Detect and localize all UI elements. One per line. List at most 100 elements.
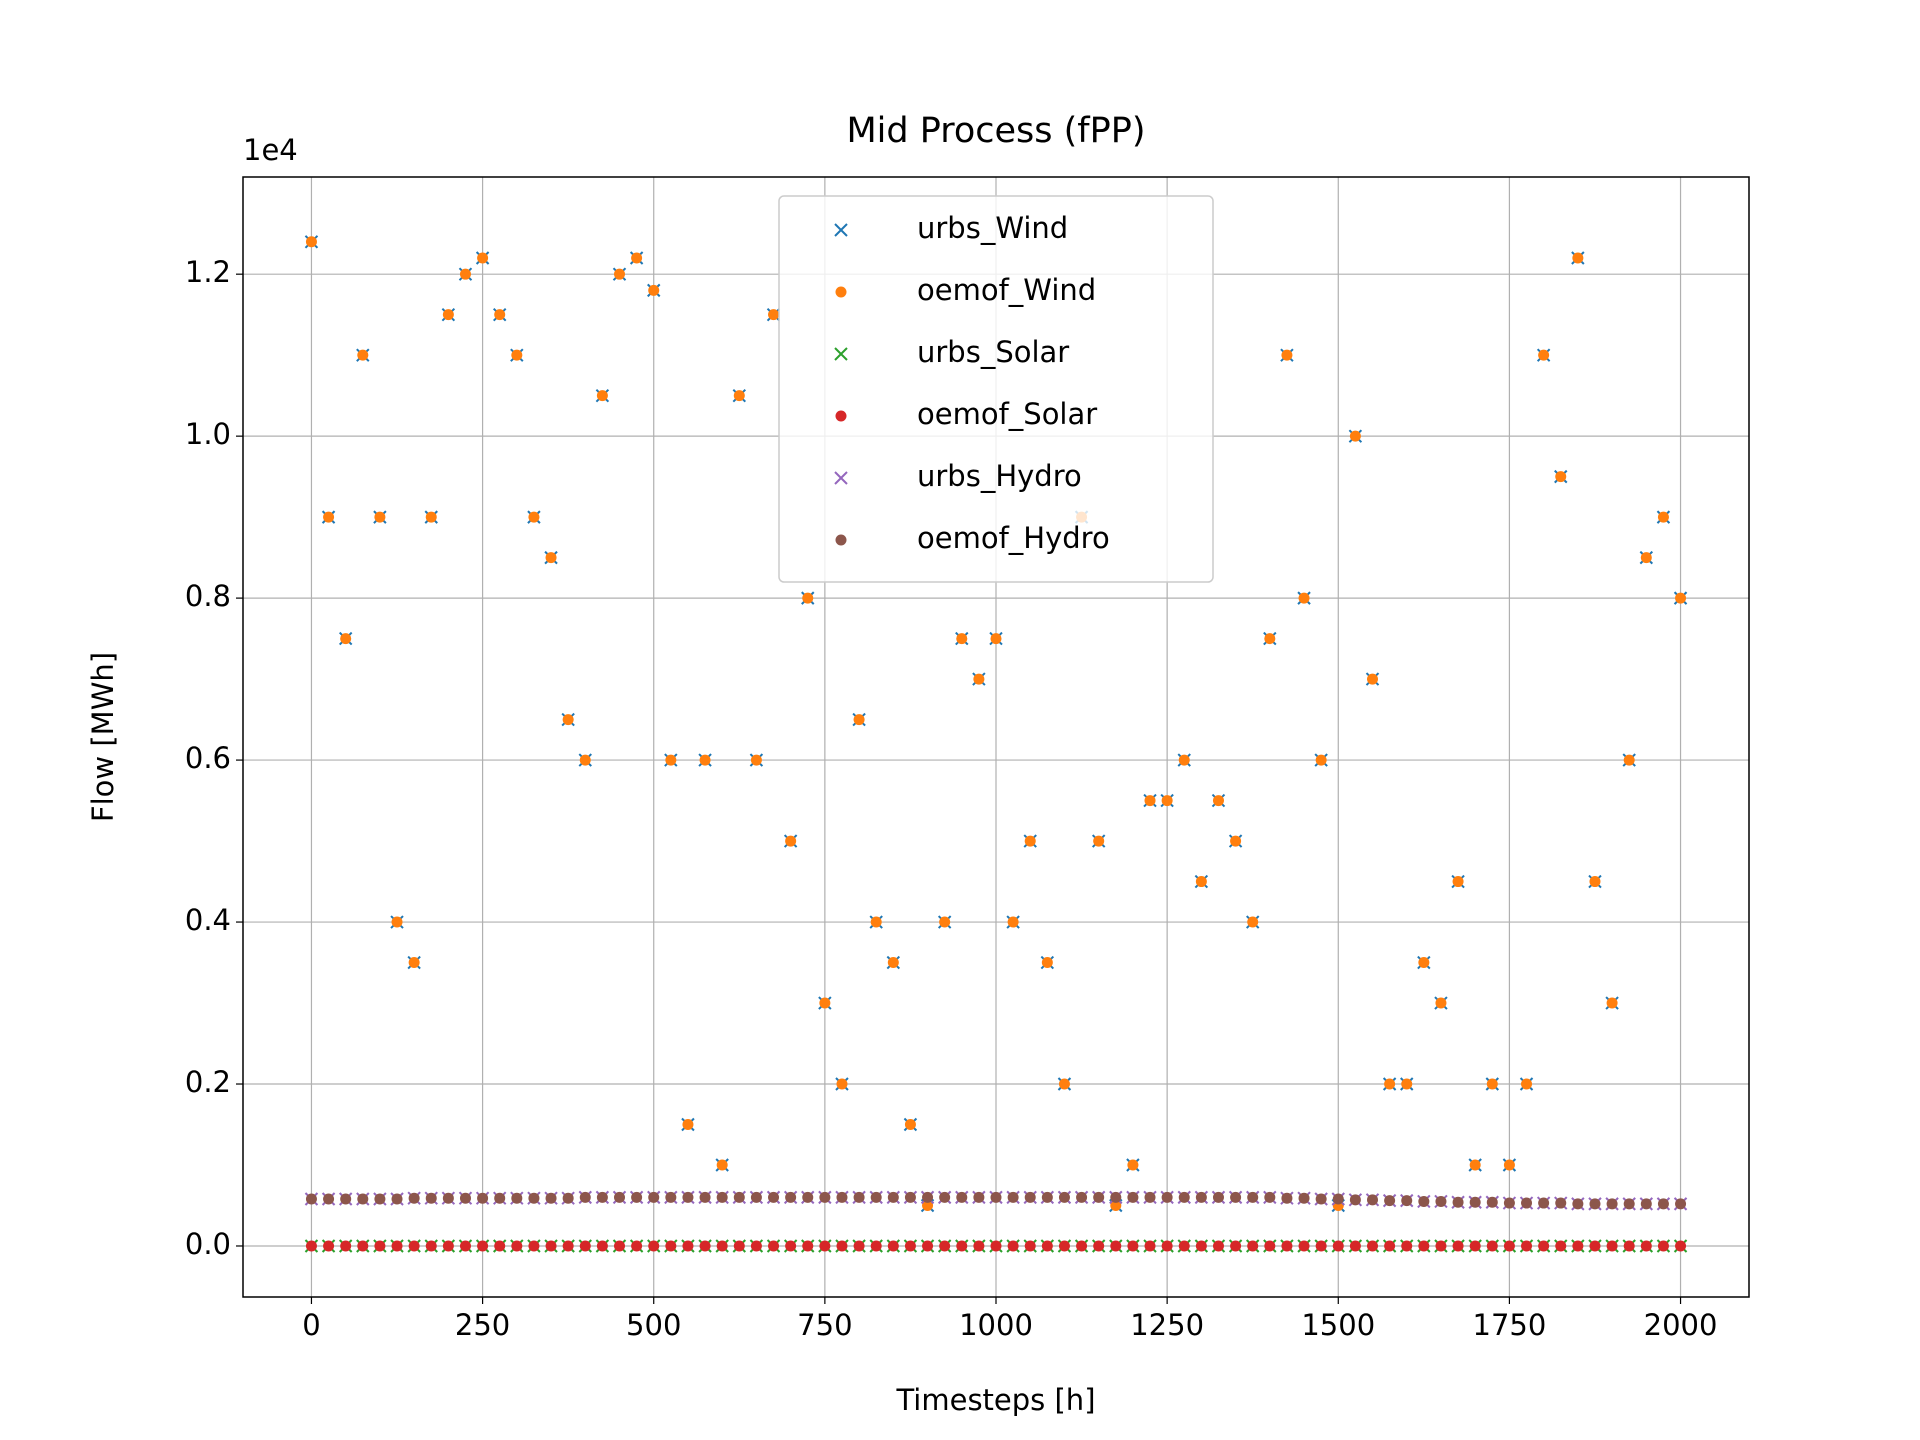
dot-marker (1212, 1240, 1224, 1252)
dot-marker (1367, 1194, 1378, 1206)
dot-marker (1384, 1240, 1396, 1252)
dot-marker (1349, 430, 1361, 442)
dot-marker (1538, 1240, 1550, 1252)
dot-marker (1623, 1198, 1635, 1210)
dot-marker (1127, 1159, 1139, 1171)
dot-marker (1538, 1197, 1550, 1209)
dot-marker (1161, 1191, 1173, 1203)
dot-marker (836, 1240, 848, 1252)
dot-marker (648, 1240, 660, 1252)
dot-marker (374, 511, 386, 523)
dot-marker (1657, 511, 1669, 523)
dot-marker (1469, 1196, 1481, 1208)
dot-marker (1675, 1240, 1687, 1252)
dot-marker (1127, 1191, 1139, 1203)
dot-marker (631, 252, 643, 264)
dot-marker (596, 1191, 608, 1203)
dot-marker (562, 714, 574, 726)
dot-marker (340, 1193, 352, 1205)
dot-marker (1024, 1191, 1036, 1203)
dot-marker (1486, 1196, 1498, 1208)
dot-marker (1178, 1240, 1190, 1252)
dot-marker (374, 1193, 386, 1205)
dot-marker (477, 252, 489, 264)
dot-marker (853, 1240, 865, 1252)
dot-marker (1110, 1191, 1122, 1203)
dot-marker (323, 1193, 335, 1205)
dot-marker (1503, 1159, 1515, 1171)
x-tick-label: 1250 (1130, 1308, 1204, 1342)
x-tick-label: 500 (626, 1308, 681, 1342)
dot-marker (682, 1191, 694, 1203)
dot-marker (1041, 957, 1053, 969)
dot-marker (1230, 1240, 1242, 1252)
dot-marker (870, 1191, 882, 1203)
dot-marker (1384, 1195, 1396, 1207)
dot-marker (922, 1199, 934, 1211)
dot-marker (802, 1240, 814, 1252)
series (305, 1191, 1687, 1210)
dot-marker (579, 754, 591, 766)
dot-marker (1623, 754, 1635, 766)
dot-marker (1640, 552, 1652, 564)
dot-marker (1076, 1191, 1088, 1203)
dot-marker (1675, 592, 1687, 604)
dot-marker (1195, 876, 1207, 888)
dot-marker (733, 1191, 745, 1203)
dot-marker (1093, 1240, 1105, 1252)
y-tick-label: 0.0 (185, 1227, 231, 1261)
dot-marker (631, 1240, 643, 1252)
dot-marker (802, 592, 814, 604)
dot-marker (836, 1191, 848, 1203)
dot-marker (1521, 1078, 1533, 1090)
dot-marker (425, 1192, 437, 1204)
x-tick-label: 0 (302, 1308, 320, 1342)
dot-marker (323, 511, 335, 523)
dot-marker (682, 1119, 694, 1131)
dot-marker (802, 1191, 814, 1203)
legend-label: oemof_Hydro (917, 521, 1110, 555)
dot-marker (904, 1240, 916, 1252)
dot-marker (1469, 1159, 1481, 1171)
dot-marker (442, 309, 454, 321)
dot-marker (357, 1193, 369, 1205)
dot-marker (922, 1191, 934, 1203)
dot-marker (1212, 1191, 1224, 1203)
dot-marker (819, 1240, 831, 1252)
dot-marker (631, 1191, 643, 1203)
dot-marker (665, 1240, 677, 1252)
dot-marker (750, 1240, 762, 1252)
dot-marker (785, 1191, 797, 1203)
dot-marker (545, 552, 557, 564)
dot-marker (1281, 349, 1293, 361)
dot-marker (990, 1240, 1002, 1252)
dot-marker (1367, 673, 1378, 685)
dot-marker (1589, 1240, 1601, 1252)
dot-marker (1007, 916, 1019, 928)
dot-marker (1640, 1240, 1652, 1252)
dot-marker (1401, 1240, 1413, 1252)
dot-marker (1041, 1191, 1053, 1203)
dot-marker (477, 1240, 489, 1252)
dot-marker (511, 1240, 523, 1252)
dot-marker (887, 1240, 899, 1252)
dot-marker (408, 957, 420, 969)
dot-marker (1572, 252, 1584, 264)
dot-marker (956, 1191, 968, 1203)
dot-marker (1007, 1191, 1019, 1203)
dot-marker (1606, 1198, 1618, 1210)
dot-marker (1367, 1240, 1378, 1252)
legend-box (778, 195, 1214, 583)
dot-marker (545, 1240, 557, 1252)
dot-marker (614, 1191, 625, 1203)
dot-marker (1144, 1191, 1156, 1203)
legend: urbs_Wind oemof_Wind urbs_Solar oemof_Solar… (778, 195, 1214, 583)
x-tick-label: 1750 (1473, 1308, 1547, 1342)
dot-marker (1418, 957, 1430, 969)
dot-marker (990, 633, 1002, 645)
dot-marker (904, 1119, 916, 1131)
dot-marker (1298, 592, 1310, 604)
legend-marker (835, 286, 847, 298)
dot-marker (1349, 1194, 1361, 1206)
dot-marker (1521, 1240, 1533, 1252)
